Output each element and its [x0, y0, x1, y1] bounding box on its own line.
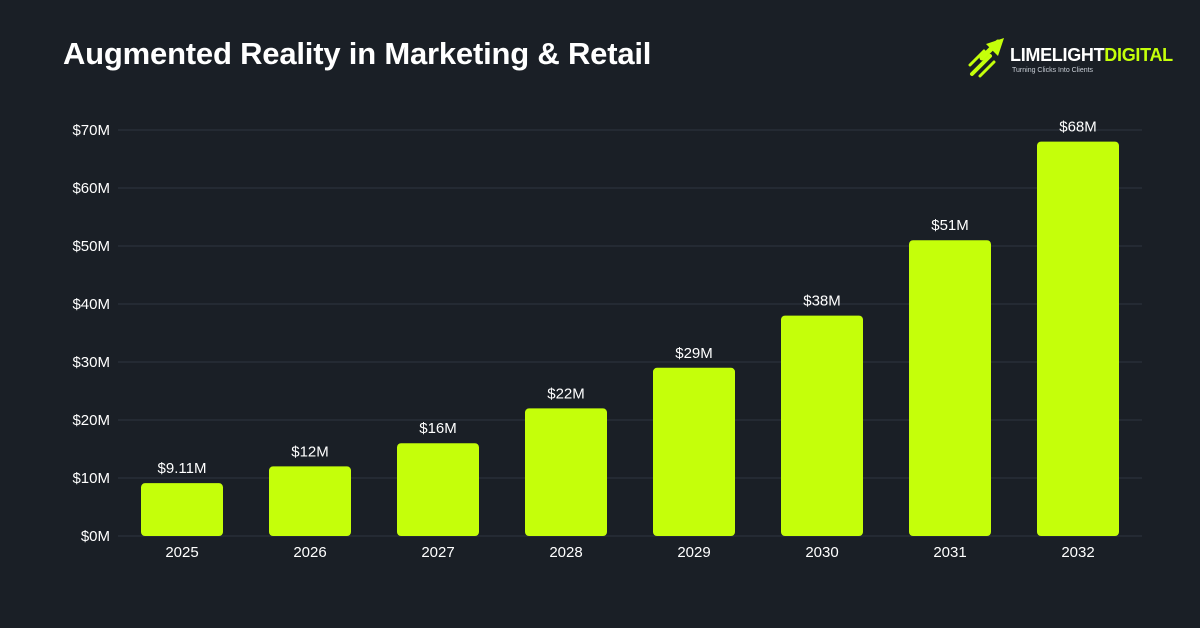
bar-2029 — [653, 367, 735, 536]
y-tick-label: $0M — [81, 528, 110, 545]
brand-name-part1: LIMELIGHT — [1010, 45, 1105, 65]
x-category-label: 2029 — [677, 544, 710, 561]
bar-2030 — [781, 315, 863, 536]
x-category-label: 2027 — [421, 544, 454, 561]
bar-2032 — [1037, 141, 1119, 536]
bar-2028 — [525, 408, 607, 536]
x-category-label: 2026 — [293, 544, 326, 561]
bar-value-labels: $9.11M $12M $16M $22M $29M $38M $51M $68M — [158, 119, 1097, 478]
bar-value-label: $9.11M — [158, 460, 207, 477]
bar-2031 — [909, 240, 991, 536]
x-axis-categories: 2025 2026 2027 2028 2029 2030 2031 2032 — [165, 544, 1094, 561]
bar-value-label: $12M — [291, 443, 329, 460]
rocket-arrow-icon — [968, 38, 1004, 78]
brand-name: LIMELIGHTDIGITAL — [1010, 45, 1173, 66]
y-tick-label: $20M — [72, 412, 110, 429]
x-category-label: 2030 — [805, 544, 838, 561]
x-category-label: 2031 — [933, 544, 966, 561]
bar-value-label: $38M — [803, 293, 841, 310]
brand-logo: LIMELIGHTDIGITAL Turning Clicks Into Cli… — [968, 34, 1173, 82]
y-tick-label: $30M — [72, 354, 110, 371]
x-category-label: 2025 — [165, 544, 198, 561]
chart-title: Augmented Reality in Marketing & Retail — [63, 36, 652, 71]
x-category-label: 2032 — [1061, 544, 1094, 561]
bars — [141, 141, 1119, 536]
y-tick-label: $40M — [72, 296, 110, 313]
brand-name-part2: DIGITAL — [1104, 45, 1173, 65]
bar-2026 — [269, 466, 351, 536]
bar-value-label: $22M — [547, 385, 585, 402]
y-tick-label: $60M — [72, 180, 110, 197]
y-axis-ticks: $0M $10M $20M $30M $40M $50M $60M $70M — [72, 122, 110, 545]
y-tick-label: $10M — [72, 470, 110, 487]
y-tick-label: $70M — [72, 122, 110, 139]
bar-value-label: $29M — [675, 345, 713, 362]
bar-2025 — [141, 483, 223, 536]
y-tick-label: $50M — [72, 238, 110, 255]
bar-2027 — [397, 443, 479, 536]
bar-value-label: $51M — [931, 217, 969, 234]
brand-tagline: Turning Clicks Into Clients — [1012, 67, 1094, 74]
bar-value-label: $68M — [1059, 119, 1097, 136]
x-category-label: 2028 — [549, 544, 582, 561]
bar-value-label: $16M — [419, 420, 457, 437]
